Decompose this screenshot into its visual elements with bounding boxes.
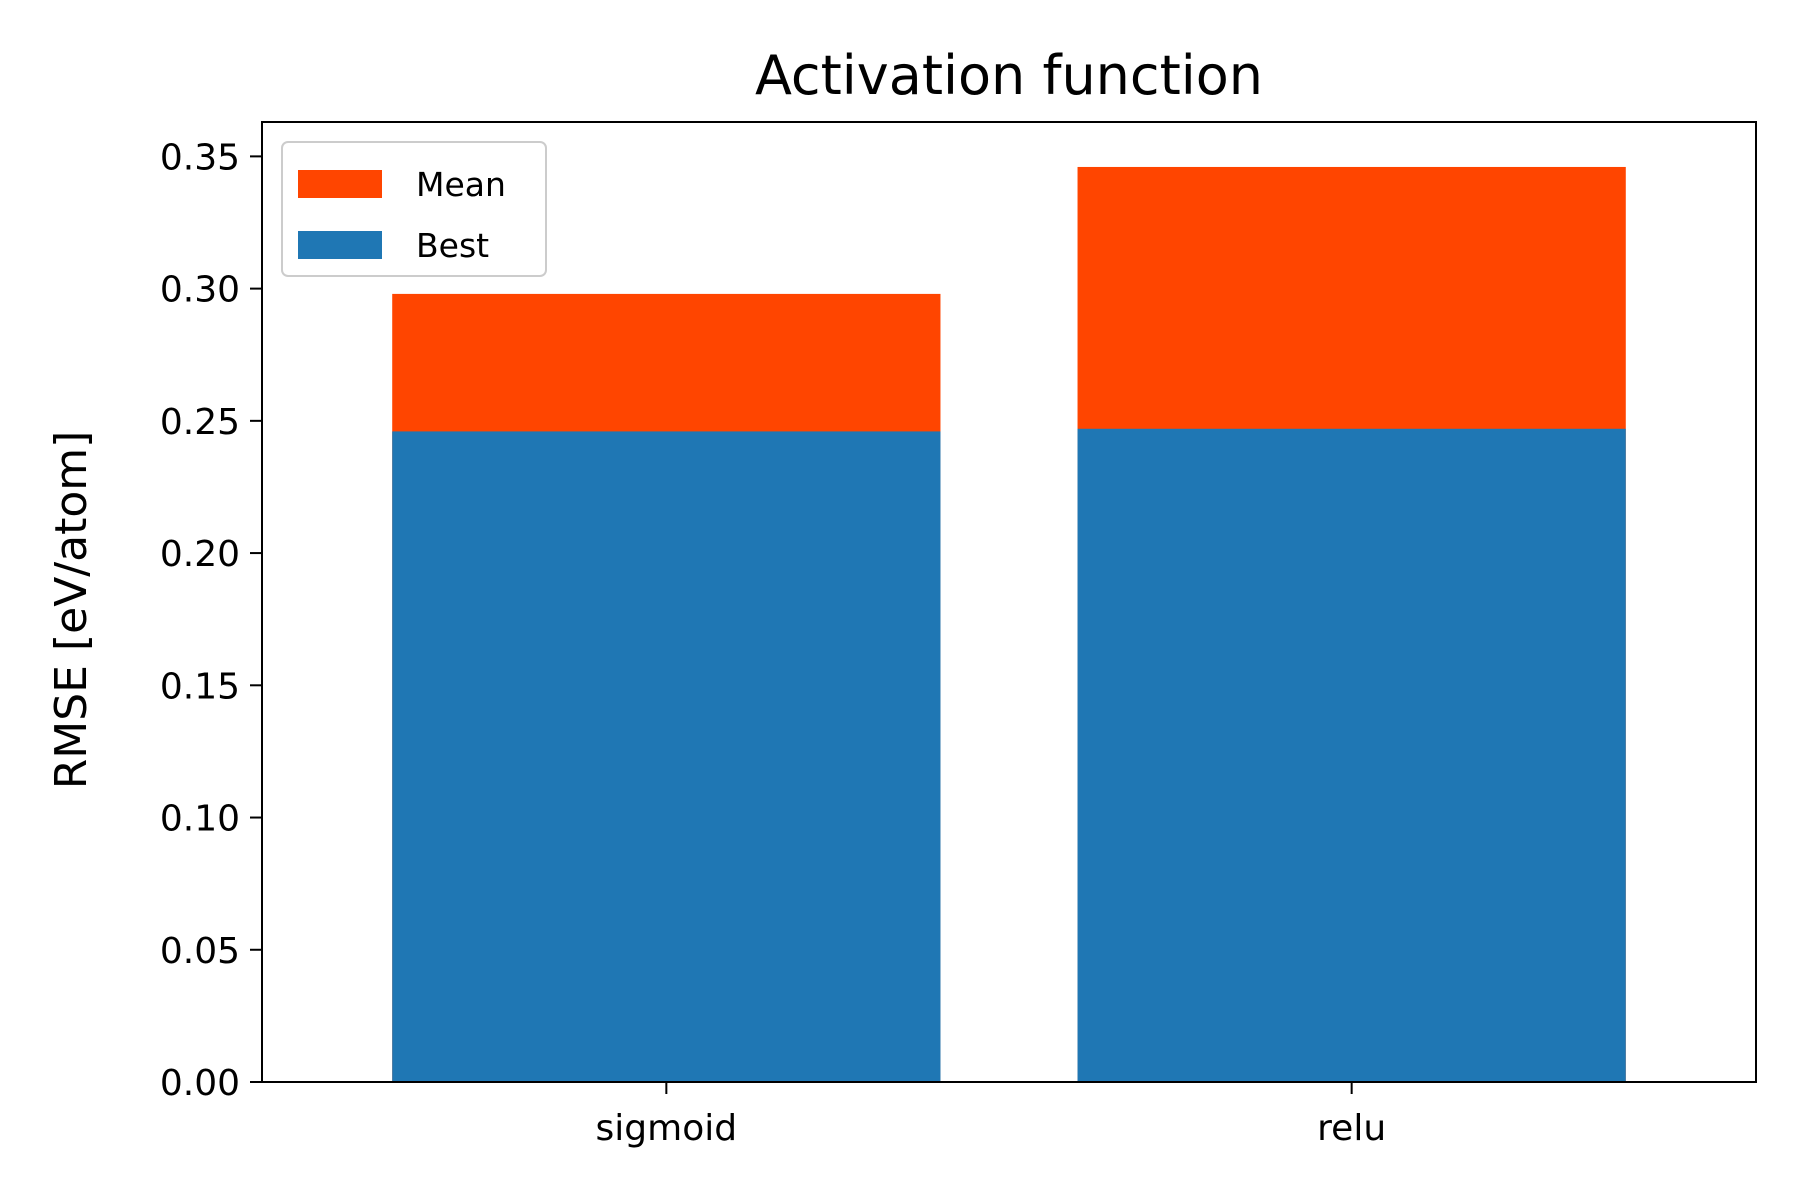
x-tick-label-sigmoid: sigmoid — [596, 1108, 738, 1149]
y-tick-label: 0.15 — [160, 666, 240, 707]
x-axis-ticks: sigmoid relu — [596, 1082, 1386, 1149]
legend: Mean Best — [281, 141, 547, 277]
legend-swatch-mean — [298, 170, 382, 198]
y-tick-label: 0.30 — [160, 270, 240, 311]
x-tick-label-relu: relu — [1317, 1108, 1386, 1149]
y-axis-ticks: 0.00 0.05 0.10 0.15 0.20 0.25 0.30 0.35 — [160, 137, 262, 1104]
bar-best-sigmoid — [392, 431, 941, 1082]
y-axis-title: RMSE [eV/atom] — [46, 431, 97, 790]
legend-label-mean: Mean — [416, 165, 506, 204]
legend-swatch-best — [298, 231, 382, 259]
y-tick-label: 0.10 — [160, 799, 240, 840]
legend-label-best: Best — [416, 226, 489, 265]
chart-title: Activation function — [755, 44, 1263, 107]
y-tick-label: 0.00 — [160, 1063, 240, 1104]
plot-frame — [261, 121, 1757, 1083]
y-tick-label: 0.05 — [160, 931, 240, 972]
y-tick-label: 0.35 — [160, 137, 240, 178]
y-tick-label: 0.20 — [160, 534, 240, 575]
bar-best-relu — [1077, 428, 1626, 1082]
y-tick-label: 0.25 — [160, 402, 240, 443]
bars — [392, 166, 1626, 1082]
